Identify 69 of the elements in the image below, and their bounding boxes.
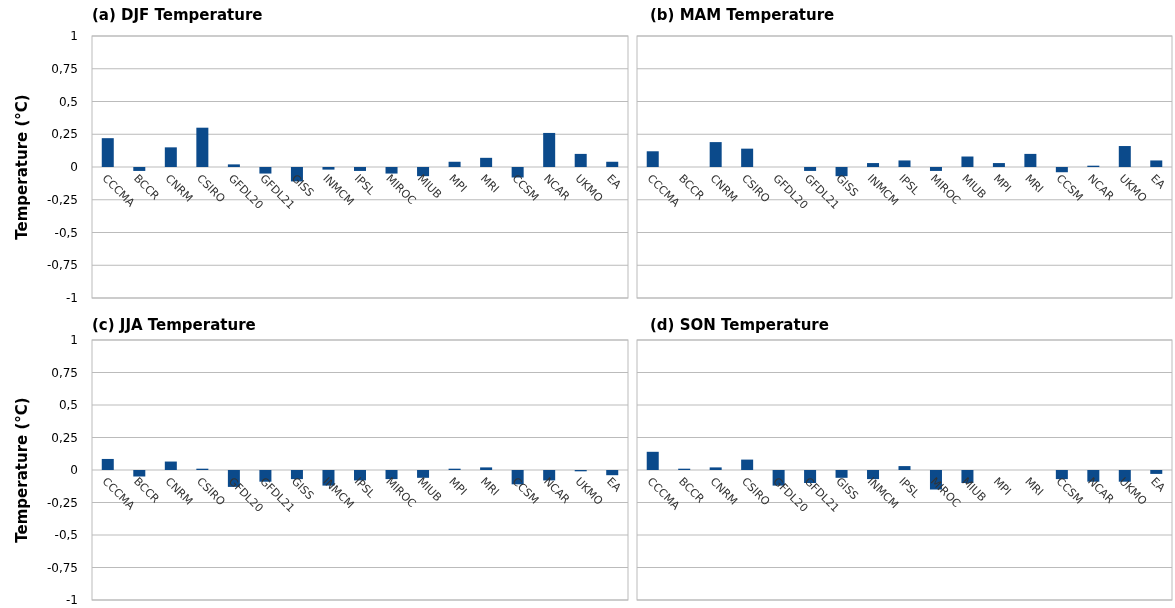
y-tick-label: -0,5 [54,225,78,240]
chart-title: (b) MAM Temperature [650,6,835,24]
bar [259,167,272,174]
y-tick-label: 0 [70,463,78,477]
bar [867,163,880,167]
bar [543,132,556,167]
x-tick-label: MPI [446,171,470,195]
y-tick-label: 0 [70,160,78,174]
bar [804,167,817,171]
bar [646,451,659,470]
bar [961,156,974,167]
bar [646,151,659,167]
bar [835,470,848,478]
bar [929,167,942,171]
bar [1118,146,1131,167]
bar [227,164,240,167]
y-tick-label: 0,75 [51,61,78,76]
bar [709,142,722,167]
bar [448,161,461,167]
bar [1055,470,1068,480]
x-tick-label: EA [604,171,624,192]
bar [1150,470,1163,474]
x-tick-label: EA [1148,171,1168,192]
x-tick-label: MPI [990,171,1014,195]
y-tick-label: 1 [70,333,78,347]
x-tick-label: MPI [446,474,470,498]
y-axis-title: Temperature (°C) [13,397,31,543]
bar [709,467,722,470]
y-tick-label: -0,25 [46,495,78,510]
bar [133,167,146,171]
bar [835,167,848,177]
x-tick-label: EA [604,474,624,495]
bar [898,466,911,470]
bar [1150,160,1163,167]
bar [992,163,1005,167]
chart-title: (c) JJA Temperature [92,316,256,334]
y-tick-label: 0,25 [51,430,78,445]
bar [101,138,114,167]
chart-title: (d) SON Temperature [650,316,829,334]
y-tick-label: -0,5 [54,528,78,542]
y-tick-label: 0,5 [58,94,78,109]
bar [606,161,619,167]
y-tick-label: 0,5 [58,398,78,412]
x-tick-label: MPI [990,474,1014,498]
bar [480,157,493,167]
y-tick-label: -1 [66,593,78,607]
bar [741,459,754,470]
y-tick-label: 1 [70,29,78,43]
y-tick-label: -0,75 [46,258,78,273]
bar [322,167,335,170]
bar [741,148,754,167]
bar [1024,153,1037,167]
x-tick-label: MRI [1022,171,1046,196]
chart-title: (a) DJF Temperature [92,6,263,24]
bar [385,167,398,174]
y-axis-title: Temperature (°C) [13,94,31,240]
x-tick-label: MRI [1022,474,1046,499]
y-tick-label: -0,75 [46,560,78,575]
y-tick-label: 0,75 [51,365,78,380]
bar [164,147,177,167]
y-tick-label: -0,25 [46,192,78,207]
bar [574,153,587,167]
bar [354,167,366,171]
bar [1055,167,1068,173]
bar [898,160,911,167]
y-tick-label: 0,25 [51,127,78,142]
y-tick-label: -1 [66,291,78,305]
bar [196,127,209,167]
x-tick-label: EA [1148,474,1168,495]
